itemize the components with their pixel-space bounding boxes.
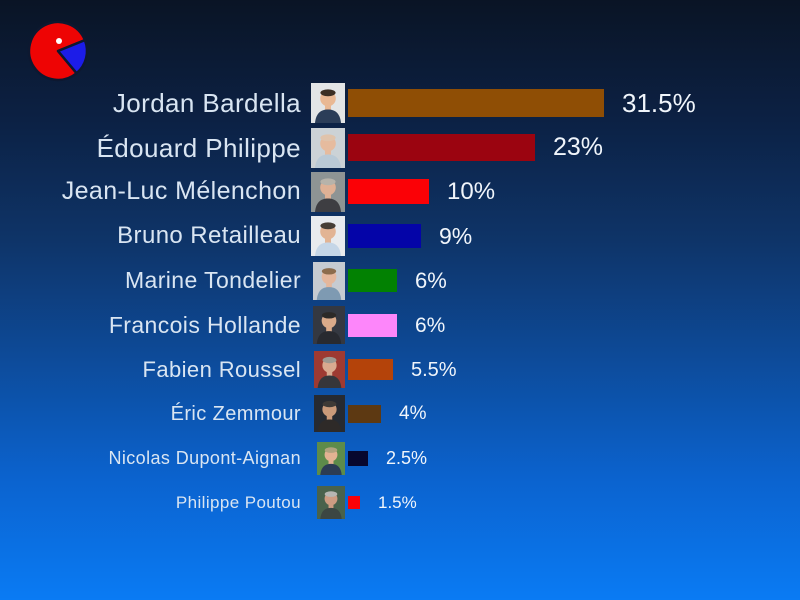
photo-shoulders — [315, 154, 341, 168]
photo-hair — [320, 222, 336, 230]
poll-row: Philippe Poutou 1.5% — [0, 481, 800, 525]
poll-row: Jordan Bardella 31.5% — [0, 81, 800, 125]
candidate-name-label: Francois Hollande — [108, 311, 301, 338]
photo-neck — [328, 458, 334, 465]
photo-hair — [321, 267, 337, 275]
candidate-photo — [314, 351, 345, 389]
result-bar — [348, 313, 397, 337]
poll-row: Marine Tondelier 6% — [0, 259, 800, 303]
candidate-photo — [311, 127, 345, 168]
photo-shoulders — [315, 242, 341, 257]
candidate-name-label: Jordan Bardella — [112, 88, 301, 119]
result-bar — [348, 269, 397, 293]
poll-row: Éric Zemmour 4% — [0, 392, 800, 436]
result-percentage-label: 2.5% — [386, 448, 428, 469]
photo-shoulders — [316, 286, 342, 300]
photo-hair — [321, 312, 337, 319]
photo-shoulders — [315, 109, 341, 124]
poll-row: Jean-Luc Mélenchon 10% — [0, 170, 800, 214]
result-percentage-label: 5.5% — [411, 358, 457, 381]
candidate-name-label: Fabien Roussel — [142, 356, 301, 382]
candidate-name-label: Éric Zemmour — [170, 402, 301, 425]
photo-shoulders — [317, 419, 342, 433]
candidate-photo-cell — [310, 83, 348, 124]
result-bar — [348, 450, 368, 466]
photo-hair — [320, 89, 336, 97]
result-bar — [348, 404, 381, 423]
pie-slice-wedge — [56, 38, 89, 75]
result-percentage-label: 4% — [399, 403, 427, 425]
candidate-name-label: Bruno Retailleau — [117, 222, 301, 250]
photo-neck — [325, 103, 331, 112]
photo-neck — [326, 413, 333, 422]
candidate-name-label: Philippe Poutou — [175, 493, 301, 513]
candidate-photo-cell — [310, 261, 348, 300]
candidate-photo-cell — [310, 441, 348, 475]
result-percentage-label: 10% — [447, 177, 496, 205]
candidate-photo — [311, 83, 345, 124]
photo-hair — [320, 178, 336, 186]
candidate-name-label: Nicolas Dupont-Aignan — [108, 448, 301, 469]
poll-row: Édouard Philippe 23% — [0, 125, 800, 169]
candidate-photo — [313, 306, 345, 345]
result-bar — [348, 134, 535, 162]
candidate-name-label: Jean-Luc Mélenchon — [61, 177, 301, 206]
photo-shoulders — [320, 463, 342, 475]
result-bar — [348, 224, 421, 249]
candidate-name-label: Marine Tondelier — [124, 267, 301, 294]
result-bar — [348, 179, 429, 205]
poll-row: Bruno Retailleau 9% — [0, 214, 800, 258]
photo-shoulders — [320, 508, 342, 520]
poll-row: Nicolas Dupont-Aignan 2.5% — [0, 436, 800, 480]
photo-hair — [320, 133, 336, 141]
photo-neck — [325, 236, 331, 245]
photo-hair — [322, 356, 337, 364]
photo-shoulders — [315, 198, 341, 212]
result-percentage-label: 9% — [439, 222, 473, 249]
candidate-photo — [313, 261, 345, 300]
photo-neck — [326, 280, 332, 289]
result-percentage-label: 6% — [415, 313, 446, 337]
candidate-photo-cell — [310, 351, 348, 389]
candidate-photo — [317, 486, 345, 520]
photo-neck — [326, 369, 333, 377]
candidate-photo — [317, 441, 345, 475]
photo-hair — [324, 447, 338, 453]
candidate-photo-cell — [310, 306, 348, 345]
photo-neck — [328, 502, 334, 510]
photo-neck — [326, 325, 332, 333]
photo-shoulders — [316, 331, 342, 345]
photo-shoulders — [317, 375, 342, 389]
poll-row: Francois Hollande 6% — [0, 303, 800, 347]
result-percentage-label: 31.5% — [622, 88, 696, 119]
candidate-photo-cell — [310, 486, 348, 520]
photo-neck — [325, 191, 331, 200]
result-bar — [348, 496, 360, 510]
result-bar — [348, 359, 393, 381]
result-percentage-label: 23% — [553, 133, 604, 162]
photo-hair — [322, 401, 337, 408]
candidate-photo — [311, 216, 345, 257]
candidate-photo-cell — [310, 127, 348, 168]
candidate-photo-cell — [310, 171, 348, 212]
poll-row: Fabien Roussel 5.5% — [0, 347, 800, 391]
result-bar — [348, 89, 604, 118]
candidate-photo-cell — [310, 216, 348, 257]
pie-highlight-dot — [56, 38, 62, 44]
poll-results-chart: Jordan Bardella 31.5% Édouard Philippe — [0, 81, 800, 525]
pie-chart-logo — [27, 20, 89, 82]
result-percentage-label: 6% — [415, 267, 447, 293]
photo-neck — [325, 147, 331, 156]
candidate-name-label: Édouard Philippe — [96, 132, 301, 163]
result-percentage-label: 1.5% — [378, 493, 417, 513]
candidate-photo-cell — [310, 395, 348, 433]
candidate-photo — [314, 395, 345, 433]
photo-hair — [324, 491, 338, 498]
candidate-photo — [311, 171, 345, 212]
